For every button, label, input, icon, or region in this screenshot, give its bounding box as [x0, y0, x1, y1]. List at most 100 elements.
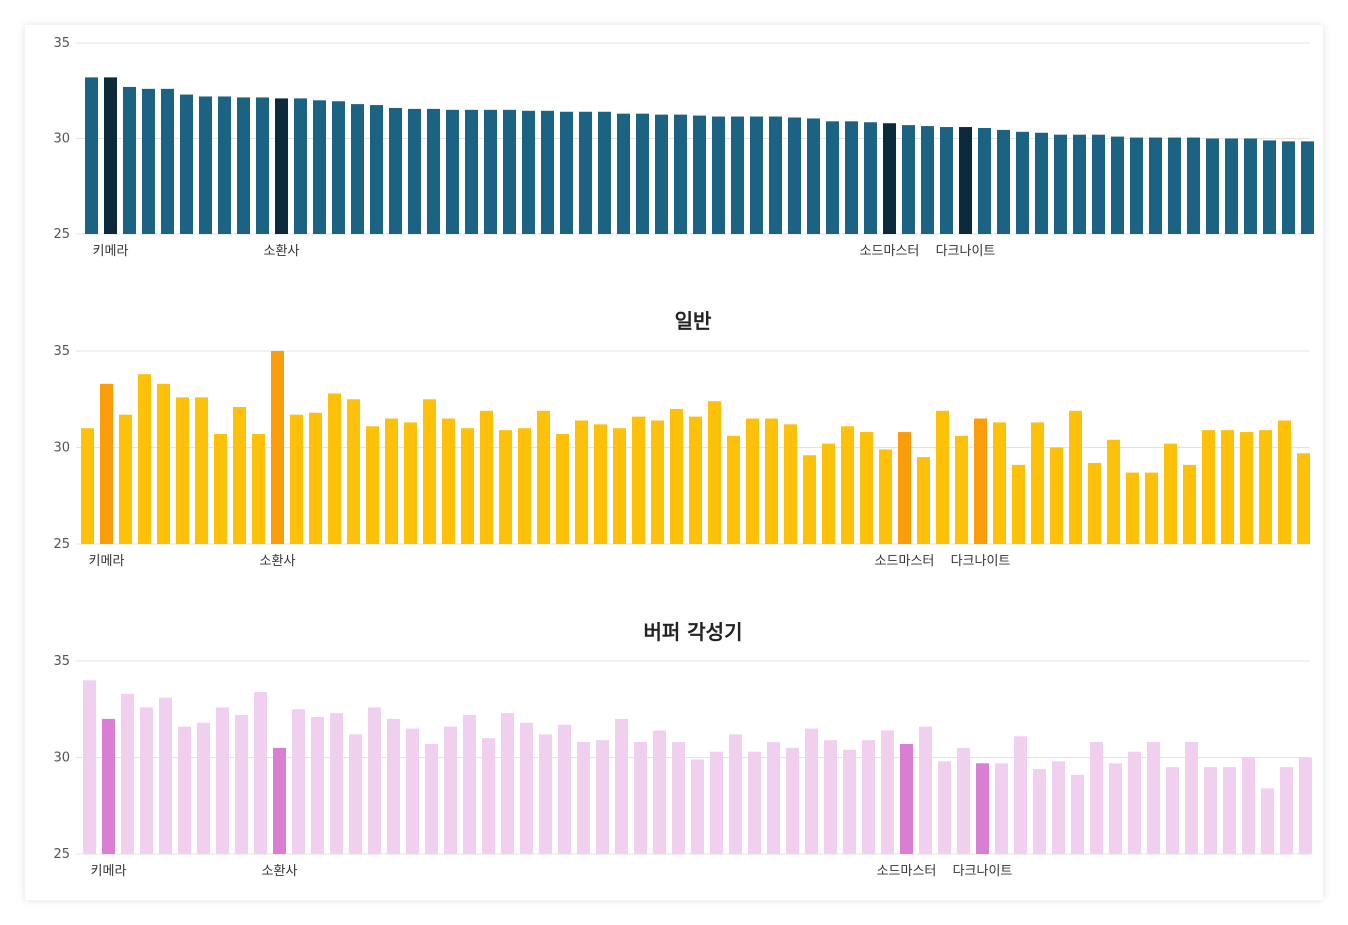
bar	[444, 726, 457, 854]
bar	[347, 399, 360, 544]
bar	[1164, 443, 1177, 544]
category-label: 키메라	[89, 554, 125, 569]
bar	[427, 108, 440, 234]
bar	[1128, 751, 1141, 854]
bar-highlighted	[271, 351, 284, 544]
bar-highlighted	[976, 763, 989, 854]
bar	[727, 435, 740, 544]
bar	[632, 416, 645, 544]
bar	[1088, 462, 1101, 544]
bar	[845, 121, 858, 234]
bar	[672, 742, 685, 854]
bar-highlighted	[275, 98, 288, 234]
bar	[1147, 742, 1160, 854]
category-label: 다크나이트	[951, 554, 1011, 569]
bar	[461, 428, 474, 544]
bar	[1183, 464, 1196, 544]
bar	[1130, 137, 1143, 234]
bar-highlighted	[883, 123, 896, 234]
bar	[674, 114, 687, 234]
bar	[1111, 136, 1124, 234]
bar	[841, 426, 854, 544]
bar	[1261, 788, 1274, 854]
bar	[636, 113, 649, 234]
y-tick-label: 30	[53, 751, 70, 766]
category-label: 소드마스터	[860, 244, 920, 259]
category-label: 다크나이트	[936, 244, 996, 259]
bar	[805, 728, 818, 854]
bar	[237, 97, 250, 234]
bar	[1263, 140, 1276, 234]
bar	[499, 430, 512, 544]
bar	[824, 740, 837, 854]
bar	[290, 414, 303, 544]
bar	[332, 101, 345, 234]
bar	[993, 422, 1006, 544]
category-label: 소드마스터	[877, 864, 937, 879]
bar	[803, 455, 816, 544]
bar	[442, 418, 455, 544]
bar	[142, 88, 155, 234]
bar	[691, 759, 704, 854]
bar	[1299, 757, 1312, 854]
bar	[233, 406, 246, 544]
y-tick-label: 25	[53, 537, 70, 552]
bar	[484, 109, 497, 234]
bar	[577, 742, 590, 854]
bar	[1014, 736, 1027, 854]
bar	[235, 715, 248, 854]
bar	[826, 121, 839, 234]
bar	[425, 743, 438, 854]
bar-highlighted	[900, 743, 913, 854]
bar	[423, 399, 436, 544]
bar-highlighted	[273, 747, 286, 854]
bar	[387, 718, 400, 854]
bar	[957, 747, 970, 854]
bar	[1054, 134, 1067, 234]
bar	[140, 707, 153, 854]
bar	[864, 122, 877, 234]
bar	[712, 116, 725, 234]
bar	[408, 108, 421, 234]
bar	[689, 416, 702, 544]
bar	[613, 428, 626, 544]
bar	[1069, 410, 1082, 544]
bar	[862, 740, 875, 854]
bar	[539, 734, 552, 854]
bar	[788, 117, 801, 234]
bar	[748, 751, 761, 854]
bar	[482, 738, 495, 854]
bar	[746, 418, 759, 544]
bar	[560, 111, 573, 234]
bar	[1242, 757, 1255, 854]
bar	[216, 707, 229, 854]
bar	[769, 116, 782, 234]
bar	[1297, 453, 1310, 544]
bar	[1282, 141, 1295, 234]
category-label: 소환사	[260, 554, 296, 569]
bar	[786, 747, 799, 854]
bar	[446, 109, 459, 234]
bar	[765, 418, 778, 544]
bar	[1033, 769, 1046, 854]
bar	[199, 96, 212, 234]
bar	[921, 126, 934, 234]
bar	[503, 109, 516, 234]
bar	[693, 115, 706, 234]
bar	[919, 726, 932, 854]
bar	[537, 410, 550, 544]
bar	[1145, 472, 1158, 544]
category-label: 소환사	[264, 244, 300, 259]
bar	[121, 693, 134, 854]
bar	[1301, 141, 1314, 234]
bar	[710, 751, 723, 854]
bar	[522, 110, 535, 234]
bar	[556, 433, 569, 544]
bar	[634, 742, 647, 854]
bar	[195, 397, 208, 544]
y-tick-label: 30	[53, 132, 70, 147]
bar	[541, 110, 554, 234]
bar	[670, 408, 683, 544]
bar	[822, 443, 835, 544]
